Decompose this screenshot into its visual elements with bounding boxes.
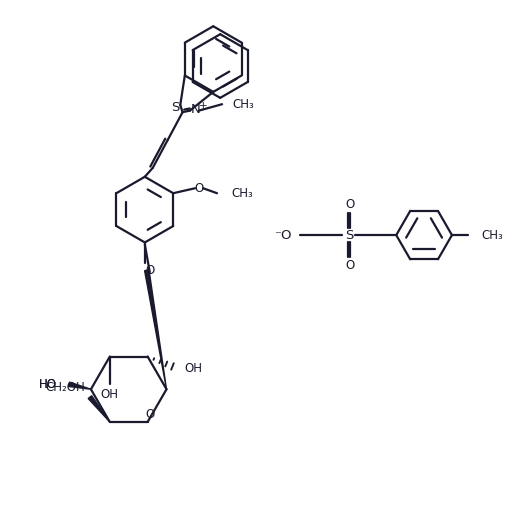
- Polygon shape: [88, 396, 110, 422]
- Text: +: +: [198, 101, 207, 111]
- Text: O: O: [145, 264, 154, 277]
- Text: CH₃: CH₃: [232, 98, 254, 111]
- Polygon shape: [68, 382, 91, 389]
- Text: OH: OH: [101, 388, 119, 401]
- Text: CH₃: CH₃: [482, 229, 503, 242]
- Text: N: N: [191, 103, 201, 116]
- Text: HO: HO: [39, 378, 57, 391]
- Text: O: O: [345, 198, 354, 211]
- Text: S: S: [346, 229, 354, 242]
- Text: ⁻O: ⁻O: [275, 229, 292, 242]
- Polygon shape: [145, 270, 166, 389]
- Text: O: O: [145, 407, 154, 421]
- Text: O: O: [345, 260, 354, 272]
- Text: CH₂OH: CH₂OH: [45, 380, 85, 394]
- Text: CH₃: CH₃: [231, 187, 253, 200]
- Text: O: O: [194, 182, 204, 195]
- Text: OH: OH: [184, 362, 203, 375]
- Text: S: S: [171, 101, 179, 114]
- Text: HO: HO: [39, 378, 57, 391]
